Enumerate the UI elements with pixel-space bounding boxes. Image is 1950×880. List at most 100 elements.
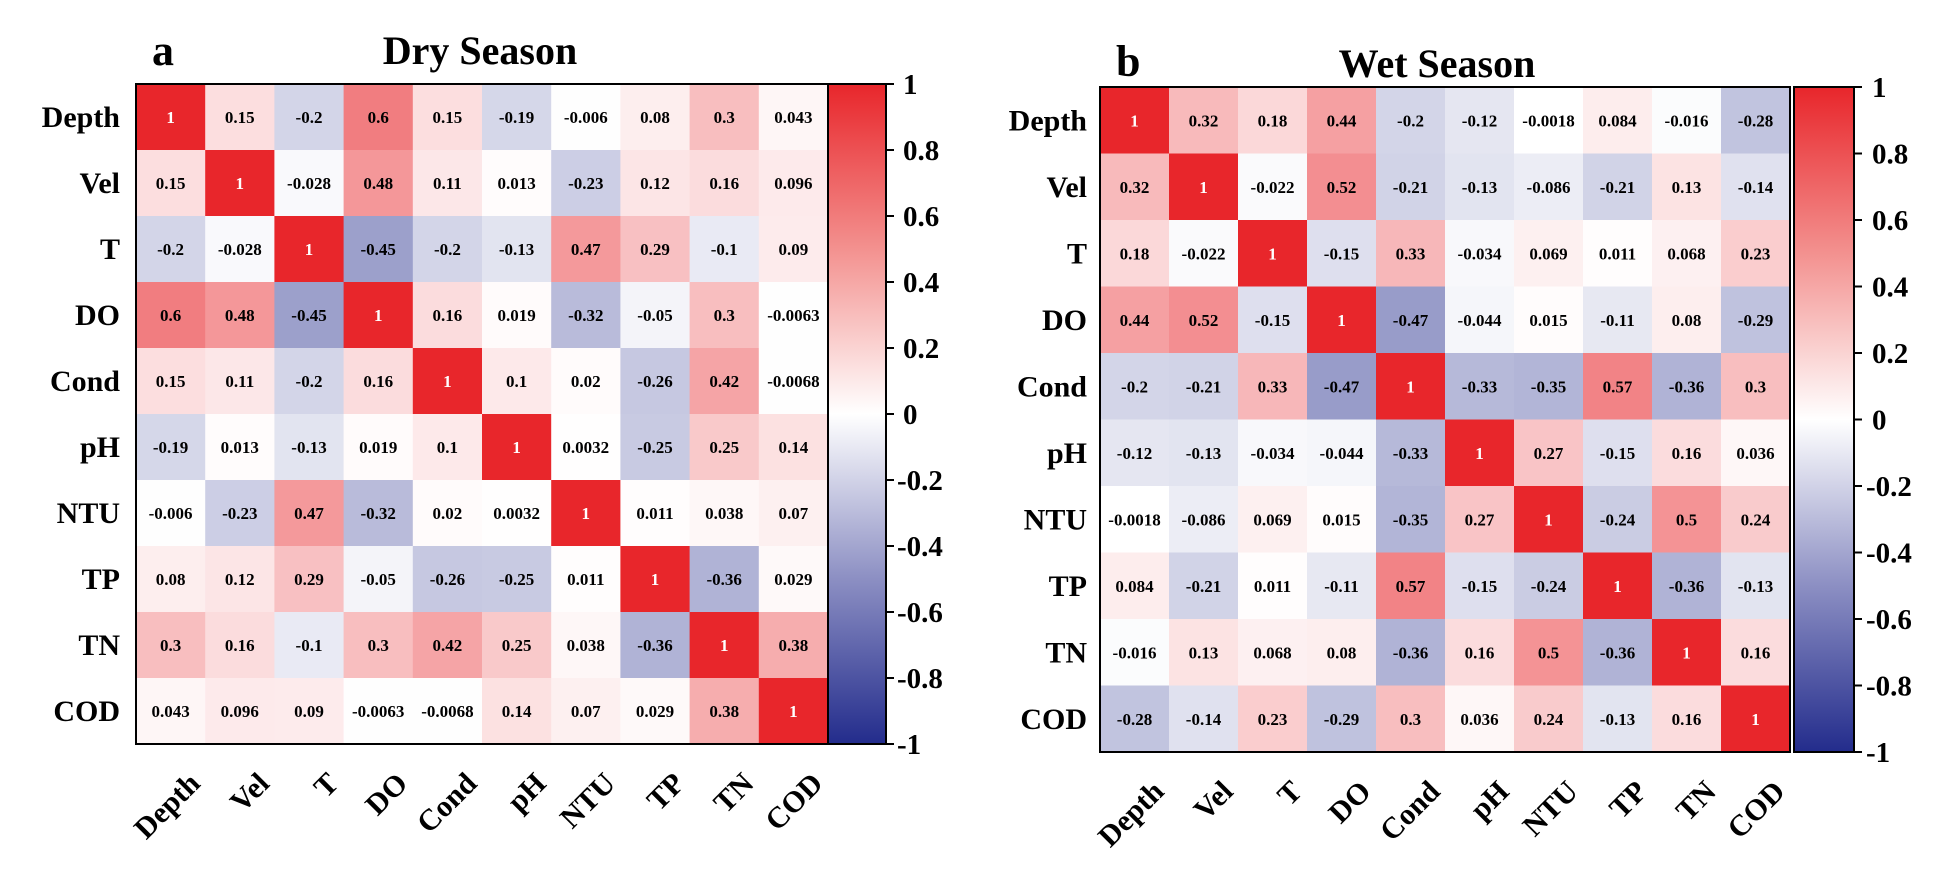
cell-value-label: -0.13 xyxy=(1600,710,1635,729)
heatmap-cell xyxy=(1100,153,1170,221)
x-tick-label: Cond xyxy=(1374,774,1447,847)
heatmap-cell xyxy=(136,612,206,679)
heatmap-cell xyxy=(620,282,691,349)
cell-value-label: 0.25 xyxy=(709,438,739,457)
cell-value-label: -0.05 xyxy=(637,306,672,325)
y-tick-label: Vel xyxy=(79,167,120,200)
heatmap-cell xyxy=(1238,353,1308,421)
cell-value-label: 0.33 xyxy=(1396,244,1426,263)
colorbar-tick-label: 0.4 xyxy=(1872,272,1908,304)
heatmap-cell xyxy=(205,282,275,349)
heatmap-cell xyxy=(205,414,275,481)
cell-value-label: -0.13 xyxy=(499,240,534,259)
heatmap-cell xyxy=(1514,286,1584,354)
y-tick-label: DO xyxy=(1042,304,1087,337)
x-tick-label: Cond xyxy=(411,766,484,839)
x-tick-label: TP xyxy=(1603,775,1653,825)
cell-value-label: -0.33 xyxy=(1393,444,1428,463)
heatmap-cell xyxy=(1721,486,1791,554)
cell-value-label: 0.52 xyxy=(1327,178,1357,197)
heatmap-cell xyxy=(482,348,552,415)
cell-value-label: 0.068 xyxy=(1667,244,1705,263)
colorbar-tick-label: 0.8 xyxy=(903,135,939,167)
cell-value-label: 0.09 xyxy=(294,702,324,721)
cell-value-label: -0.0068 xyxy=(421,702,473,721)
heatmap-frame xyxy=(1099,86,1791,753)
cell-value-label: -0.14 xyxy=(1738,178,1774,197)
heatmap-cell xyxy=(343,414,414,481)
cell-value-label: -0.086 xyxy=(1527,178,1571,197)
cell-value-label: 1 xyxy=(374,306,383,325)
heatmap-cell xyxy=(1169,486,1239,554)
cell-value-label: 1 xyxy=(236,174,245,193)
heatmap-cell xyxy=(1583,552,1653,620)
cell-value-label: -0.26 xyxy=(430,570,465,589)
heatmap-cell xyxy=(1307,353,1377,421)
colorbar-tick-label: -1 xyxy=(897,729,921,761)
colorbar-tick-label: 1 xyxy=(903,69,918,101)
heatmap-cell xyxy=(1307,552,1377,620)
cell-value-label: 0.38 xyxy=(779,636,809,655)
x-tick-label: Depth xyxy=(1092,774,1171,853)
heatmap-cell xyxy=(551,216,621,283)
cell-value-label: 0.47 xyxy=(294,504,324,523)
heatmap-cell xyxy=(136,282,206,349)
heatmap-cell xyxy=(412,216,483,283)
heatmap-cell xyxy=(1169,419,1239,487)
heatmap-cell xyxy=(1376,419,1446,487)
cell-value-label: 0.0032 xyxy=(493,504,540,523)
heatmap-cell xyxy=(551,348,621,415)
heatmap-cell xyxy=(205,84,275,151)
cell-value-label: 0.32 xyxy=(1189,111,1219,130)
heatmap-cell xyxy=(1445,220,1515,288)
cell-value-label: -0.23 xyxy=(222,504,257,523)
heatmap-cell xyxy=(1307,153,1377,221)
cell-value-label: 0.12 xyxy=(640,174,670,193)
heatmap-cell xyxy=(343,348,414,415)
heatmap-cell xyxy=(1376,552,1446,620)
cell-value-label: 0.16 xyxy=(363,372,393,391)
heatmap-cell xyxy=(1445,619,1515,687)
cell-value-label: -0.2 xyxy=(157,240,184,259)
y-tick-label: pH xyxy=(80,431,120,464)
cell-value-label: -0.21 xyxy=(1393,178,1428,197)
cell-value-label: -0.11 xyxy=(1600,311,1634,330)
cell-value-label: 0.16 xyxy=(1465,643,1495,662)
cell-value-label: 1 xyxy=(651,570,660,589)
cell-value-label: -0.47 xyxy=(1393,311,1429,330)
cell-value-label: -0.21 xyxy=(1600,178,1635,197)
cell-value-label: 0.16 xyxy=(225,636,255,655)
cell-value-label: 1 xyxy=(1406,377,1415,396)
cell-value-label: 0.11 xyxy=(225,372,254,391)
heatmap-cell xyxy=(1652,220,1722,288)
cell-value-label: 0.038 xyxy=(705,504,743,523)
cell-value-label: 0.015 xyxy=(1529,311,1567,330)
heatmap-cell xyxy=(136,348,206,415)
colorbar-tick-label: 0.6 xyxy=(1872,205,1908,237)
cell-value-label: 0.38 xyxy=(709,702,739,721)
cell-value-label: 0.043 xyxy=(151,702,189,721)
cell-value-label: 0.6 xyxy=(368,108,389,127)
x-tick-label: NTU xyxy=(554,767,622,835)
x-tick-label: pH xyxy=(1464,775,1516,827)
cell-value-label: 0.27 xyxy=(1465,510,1495,529)
heatmap-cell xyxy=(758,84,829,151)
cell-value-label: 0.16 xyxy=(433,306,463,325)
cell-value-label: 0.07 xyxy=(571,702,601,721)
cell-value-label: 0.036 xyxy=(1460,710,1498,729)
heatmap-cell xyxy=(1721,419,1791,487)
cell-value-label: 0.48 xyxy=(225,306,255,325)
heatmap-cell xyxy=(412,282,483,349)
cell-value-label: 0.16 xyxy=(1741,643,1771,662)
heatmap-cell xyxy=(1652,685,1722,753)
heatmap-cell xyxy=(1169,286,1239,354)
heatmap-cell xyxy=(1169,552,1239,620)
heatmap-cell xyxy=(620,414,691,481)
cell-value-label: -0.21 xyxy=(1186,377,1221,396)
heatmap-cell xyxy=(1238,419,1308,487)
heatmap-cell xyxy=(1445,286,1515,354)
colorbar-tick-label: -0.2 xyxy=(1866,471,1912,503)
cell-value-label: 1 xyxy=(1268,244,1277,263)
cell-value-label: -0.006 xyxy=(564,108,608,127)
cell-value-label: -0.0063 xyxy=(767,306,819,325)
